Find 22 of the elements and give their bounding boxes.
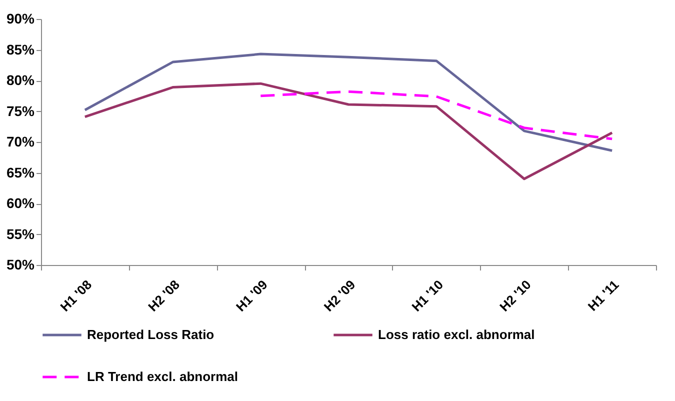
x-tick-label: H1 '10 — [408, 277, 446, 314]
x-tick-label: H1 '08 — [57, 277, 95, 314]
legend-label: Loss ratio excl. abnormal — [378, 327, 535, 342]
x-tick-label: H1 '11 — [584, 277, 622, 314]
line-series — [84, 52, 614, 152]
line-series — [259, 90, 614, 140]
line-series — [84, 82, 614, 180]
y-tick-label: 90% — [6, 10, 36, 26]
x-tick-label: H2 '09 — [320, 277, 358, 314]
y-tick-label: 75% — [6, 102, 36, 119]
y-tick-label: 60% — [6, 195, 36, 211]
y-tick-label: 55% — [6, 226, 36, 242]
x-tick-label: H2 '10 — [496, 277, 534, 314]
y-tick-label: 80% — [6, 72, 36, 88]
legend-label: LR Trend excl. abnormal — [87, 369, 238, 384]
y-tick-label: 65% — [6, 164, 36, 180]
y-tick-label: 50% — [6, 256, 36, 272]
y-tick-label: 85% — [6, 41, 36, 58]
y-tick-label: 70% — [6, 134, 36, 150]
x-tick-label: H1 '09 — [233, 277, 270, 314]
legend-label: Reported Loss Ratio — [87, 327, 214, 342]
x-tick-label: H2 '08 — [145, 277, 182, 314]
